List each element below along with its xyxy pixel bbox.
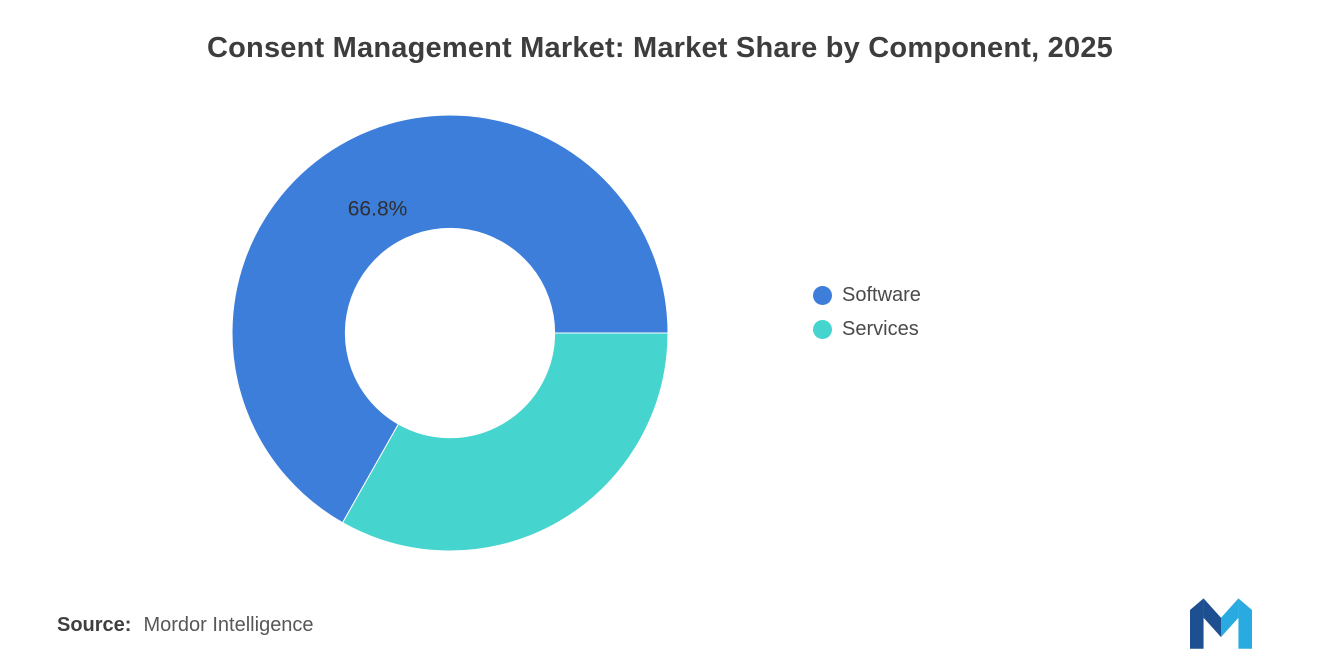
legend-item-services[interactable]: Services (813, 318, 921, 341)
logo-shape-mid-right (1221, 598, 1239, 638)
source-line: Source: Mordor Intelligence (57, 614, 314, 637)
legend-marker-services-icon (813, 320, 832, 339)
source-prefix: Source: (57, 614, 132, 636)
mordor-intelligence-logo (1190, 598, 1252, 649)
legend-item-software[interactable]: Software (813, 284, 921, 307)
legend-marker-software-icon (813, 286, 832, 305)
pie-slice-software[interactable] (231, 114, 669, 524)
source-text: Mordor Intelligence (143, 614, 314, 636)
logo-shape-right (1238, 598, 1252, 649)
legend-label-services: Services (842, 318, 919, 340)
legend-label-software: Software (842, 284, 921, 306)
logo-shape-mid-left (1203, 598, 1221, 638)
donut-chart: 66.8% (231, 114, 669, 552)
legend: Software Services (813, 284, 921, 352)
slice-data-label: 66.8% (348, 198, 408, 221)
pie-slice-services[interactable] (341, 332, 669, 552)
chart-title: Consent Management Market: Market Share … (207, 32, 1113, 64)
logo-shape-left (1190, 598, 1204, 649)
